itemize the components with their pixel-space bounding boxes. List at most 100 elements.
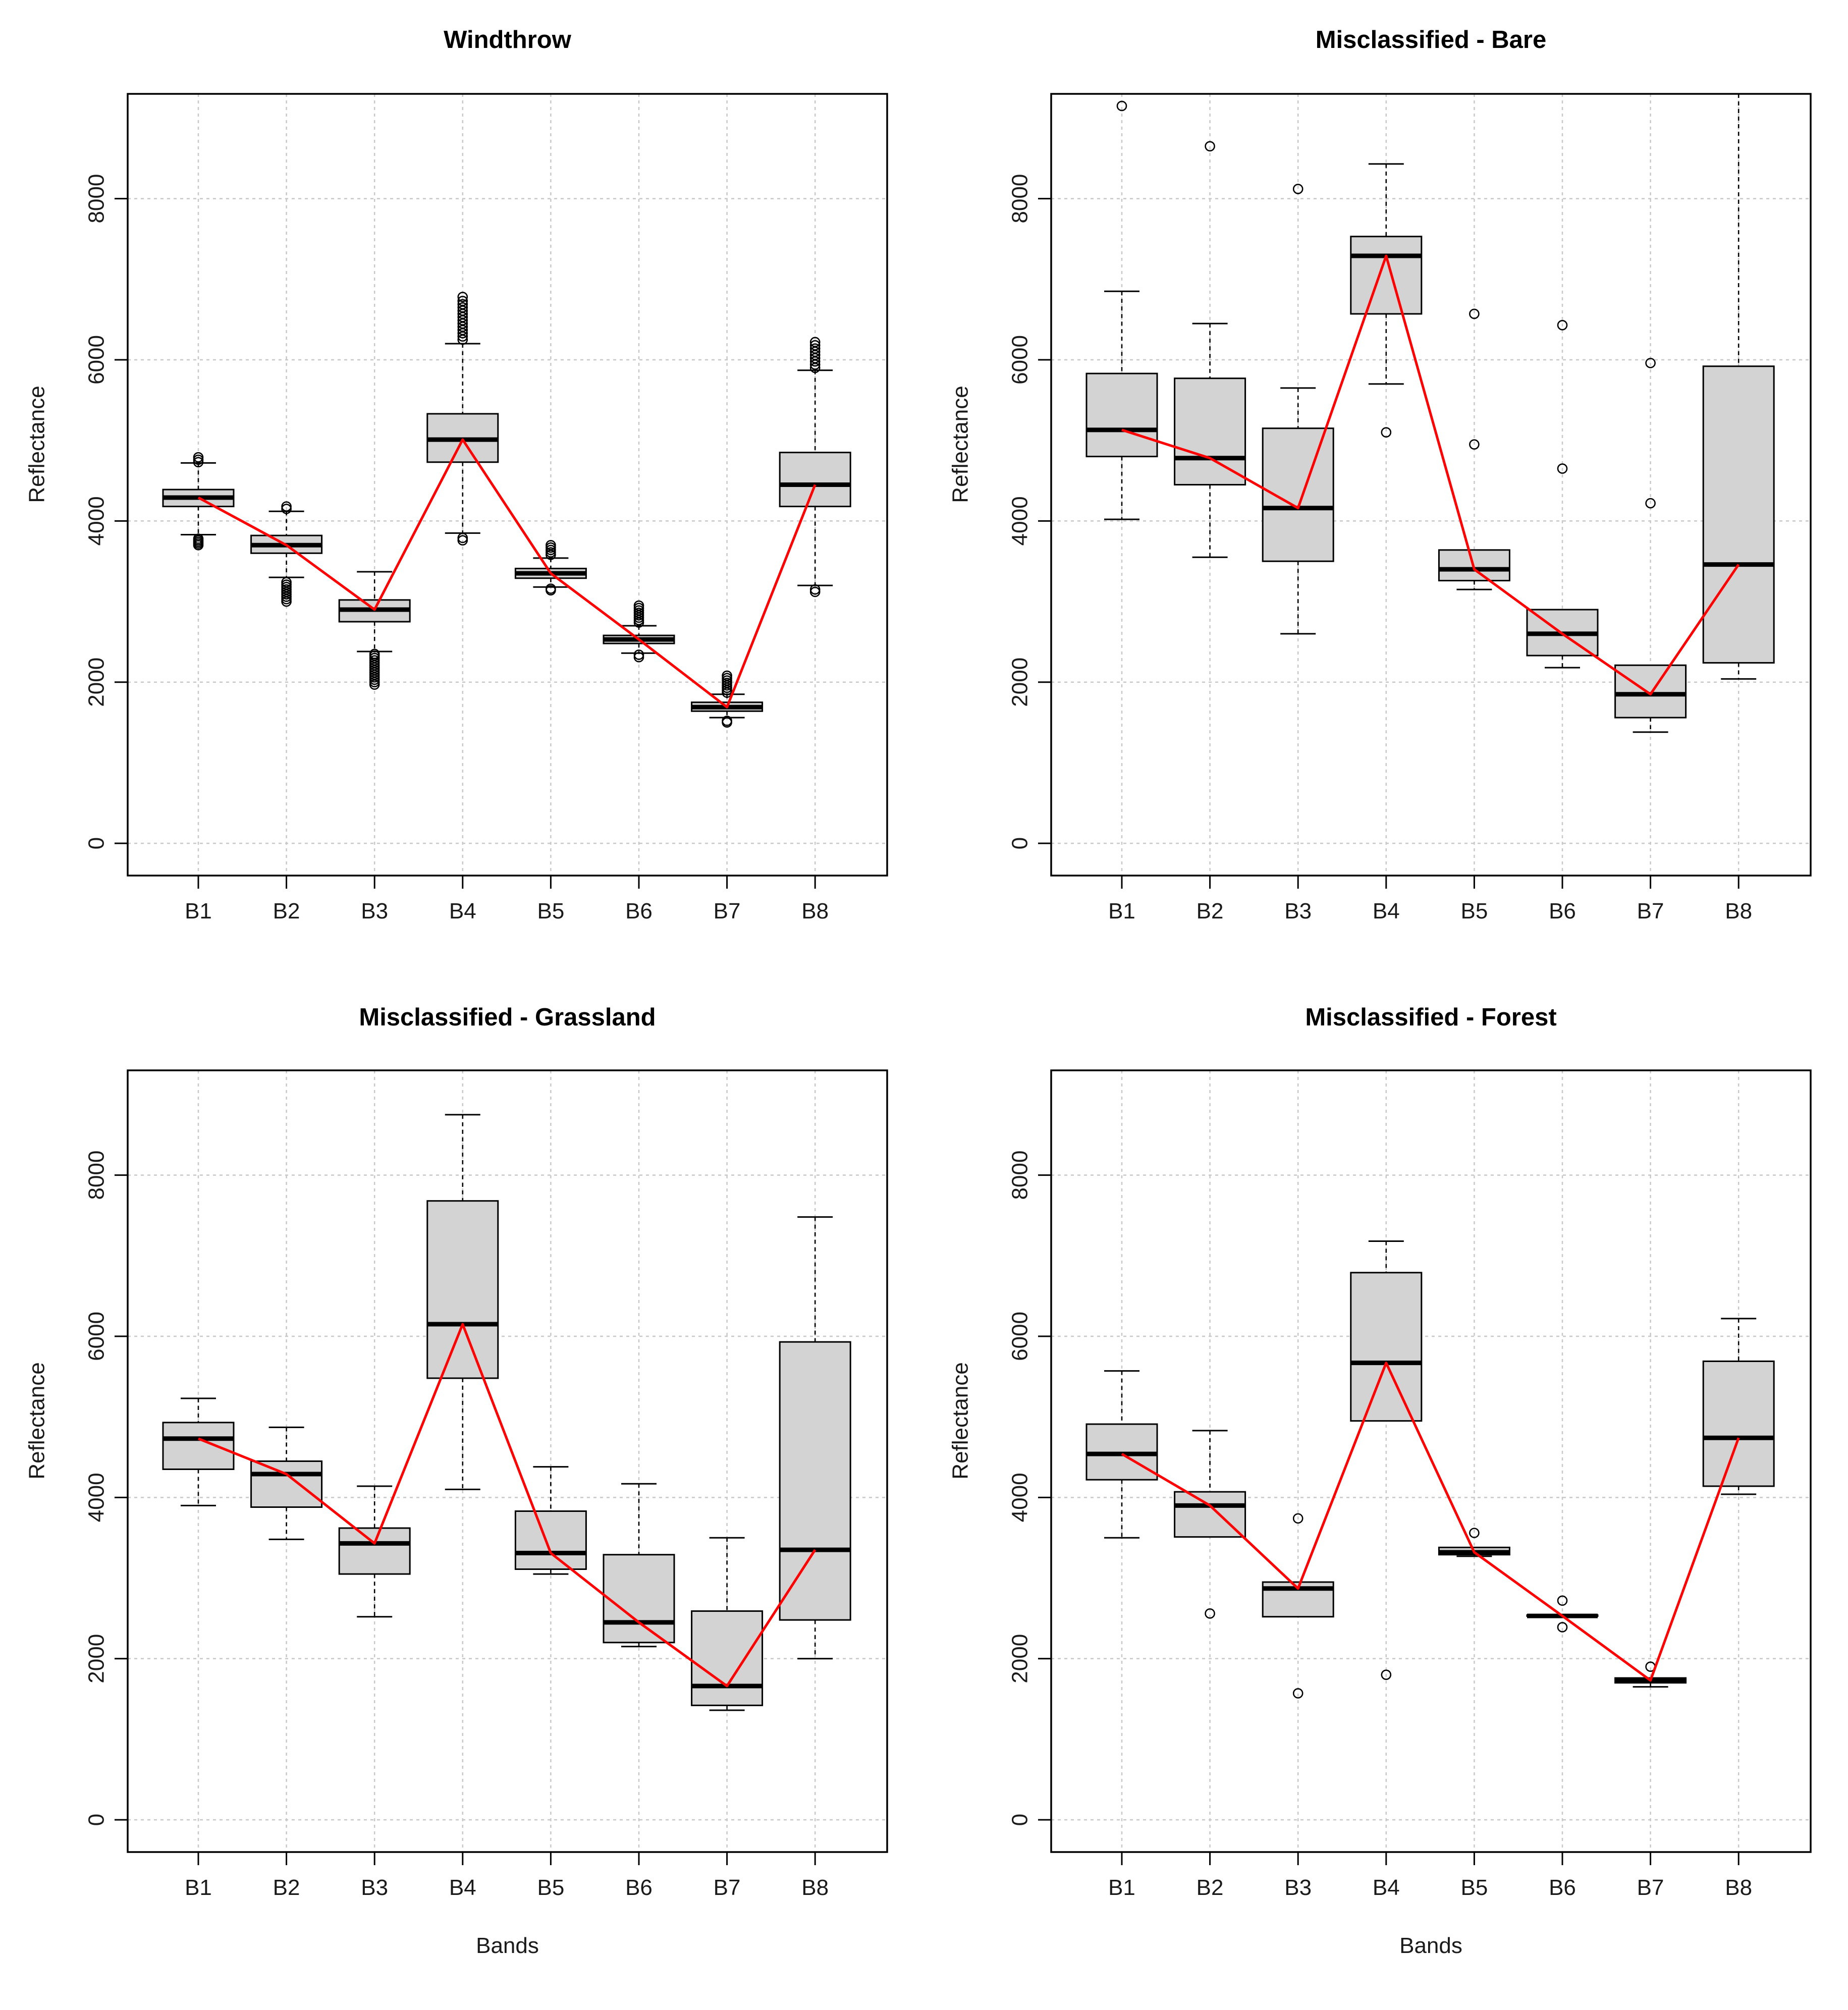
y-tick-label: 4000 (1008, 1473, 1032, 1522)
y-tick-label: 2000 (84, 658, 109, 707)
outlier-point (457, 302, 468, 313)
x-tick-label: B5 (1460, 899, 1488, 923)
chart-panel: Misclassified - Bare 0 2000 4000 6000 8000 Ref… (948, 26, 1812, 923)
x-tick-label: B1 (185, 899, 212, 923)
y-tick-label: 2000 (1008, 658, 1032, 707)
box-B1 (162, 452, 235, 551)
x-tick-label: B7 (1637, 899, 1664, 923)
outlier-point (809, 337, 821, 348)
y-axis-label: Reflectance (948, 386, 973, 503)
box-B8 (779, 337, 851, 597)
outlier-point (809, 340, 821, 351)
box-B6 (603, 600, 675, 663)
x-tick-label: B1 (1108, 1875, 1135, 1900)
outlier-point (633, 600, 644, 611)
box-B2 (250, 501, 323, 607)
outlier-point (809, 343, 821, 354)
y-tick-label: 0 (84, 1814, 109, 1826)
chart-panel: Windthrow 0 2000 4000 6000 8000 Reflectance B1 B… (25, 26, 888, 923)
median-trend-line (1121, 254, 1740, 696)
y-tick-label: 8000 (84, 1151, 109, 1200)
y-tick-label: 8000 (84, 174, 109, 224)
x-tick-label: B1 (1108, 899, 1135, 923)
y-tick-label: 6000 (1008, 335, 1032, 385)
iqr-box (338, 1527, 411, 1575)
outlier-point (633, 649, 644, 660)
box-B4 (1350, 163, 1423, 438)
x-tick-label: B6 (625, 1875, 653, 1900)
x-tick-label: B6 (625, 899, 653, 923)
box-B4 (426, 1114, 499, 1490)
x-tick-label: B2 (1197, 1875, 1224, 1900)
box-B5 (1438, 308, 1510, 590)
box-B8 (1702, 93, 1775, 680)
y-tick-label: 8000 (1008, 1151, 1032, 1200)
outlier-point (1557, 463, 1568, 474)
x-tick-label: B3 (1284, 899, 1312, 923)
box-B1 (162, 1397, 235, 1506)
chart-title: Misclassified - Bare (1316, 26, 1547, 53)
x-tick-label: B4 (449, 1875, 476, 1900)
x-axis-label: Bands (1399, 1933, 1462, 1958)
median-trend-line (198, 1323, 817, 1688)
chart-panel: Misclassified - Forest 0 2000 4000 6000 8000 R… (948, 1004, 1812, 1958)
x-tick-label: B8 (1725, 1875, 1752, 1900)
x-tick-label: B6 (1549, 1875, 1576, 1900)
box-B6 (603, 1483, 675, 1648)
iqr-box (1702, 1360, 1775, 1487)
outlier-point (1292, 1513, 1303, 1524)
y-tick-label: 6000 (84, 335, 109, 385)
plot-border (127, 1069, 888, 1853)
outlier-point (1292, 1688, 1303, 1699)
x-tick-label: B2 (1197, 899, 1224, 923)
median-trend-line (197, 438, 817, 709)
x-tick-label: B4 (449, 899, 476, 923)
outlier-point (1645, 358, 1656, 368)
chart-panel: Misclassified - Grassland 0 2000 4000 6000 80… (25, 1004, 888, 1958)
x-tick-label: B3 (361, 899, 388, 923)
iqr-box (691, 1610, 764, 1706)
y-tick-label: 6000 (1008, 1312, 1032, 1361)
iqr-box (603, 1554, 675, 1644)
x-axis-label: Bands (476, 1933, 539, 1958)
outlier-point (457, 532, 468, 544)
y-tick-label: 4000 (84, 496, 109, 546)
outlier-point (281, 501, 292, 512)
x-tick-label: B1 (185, 1875, 212, 1900)
box-B1 (1085, 100, 1158, 520)
x-tick-label: B5 (537, 1875, 564, 1900)
x-tick-label: B8 (801, 1875, 829, 1900)
x-tick-label: B3 (1284, 1875, 1312, 1900)
iqr-box (162, 1422, 235, 1470)
chart-title: Misclassified - Grassland (359, 1004, 656, 1031)
box-B8 (1702, 1318, 1775, 1495)
x-tick-label: B5 (537, 899, 564, 923)
outlier-point (1557, 320, 1568, 331)
x-tick-label: B8 (801, 899, 829, 923)
outlier-point (1292, 184, 1303, 194)
outlier-point (193, 452, 204, 463)
iqr-box (1350, 236, 1423, 315)
x-tick-label: B7 (714, 899, 741, 923)
iqr-box (250, 1460, 323, 1508)
outlier-point (1205, 1608, 1215, 1619)
chart-title: Misclassified - Forest (1305, 1004, 1556, 1031)
x-tick-label: B4 (1373, 899, 1400, 923)
box-B4 (1350, 1240, 1423, 1680)
y-axis-label: Reflectance (948, 1362, 973, 1479)
plot-border (1050, 1069, 1812, 1853)
iqr-box (1174, 377, 1246, 485)
box-B5 (514, 1466, 587, 1575)
iqr-box (779, 452, 851, 508)
x-tick-label: B2 (273, 899, 300, 923)
outlier-point (457, 292, 468, 302)
y-tick-label: 8000 (1008, 174, 1032, 224)
y-tick-label: 6000 (84, 1312, 109, 1361)
outlier-point (369, 648, 380, 660)
outlier-point (1381, 1669, 1392, 1680)
iqr-box (1702, 365, 1775, 664)
x-tick-label: B2 (273, 1875, 300, 1900)
y-tick-label: 0 (1008, 1814, 1032, 1826)
outlier-point (722, 716, 732, 726)
